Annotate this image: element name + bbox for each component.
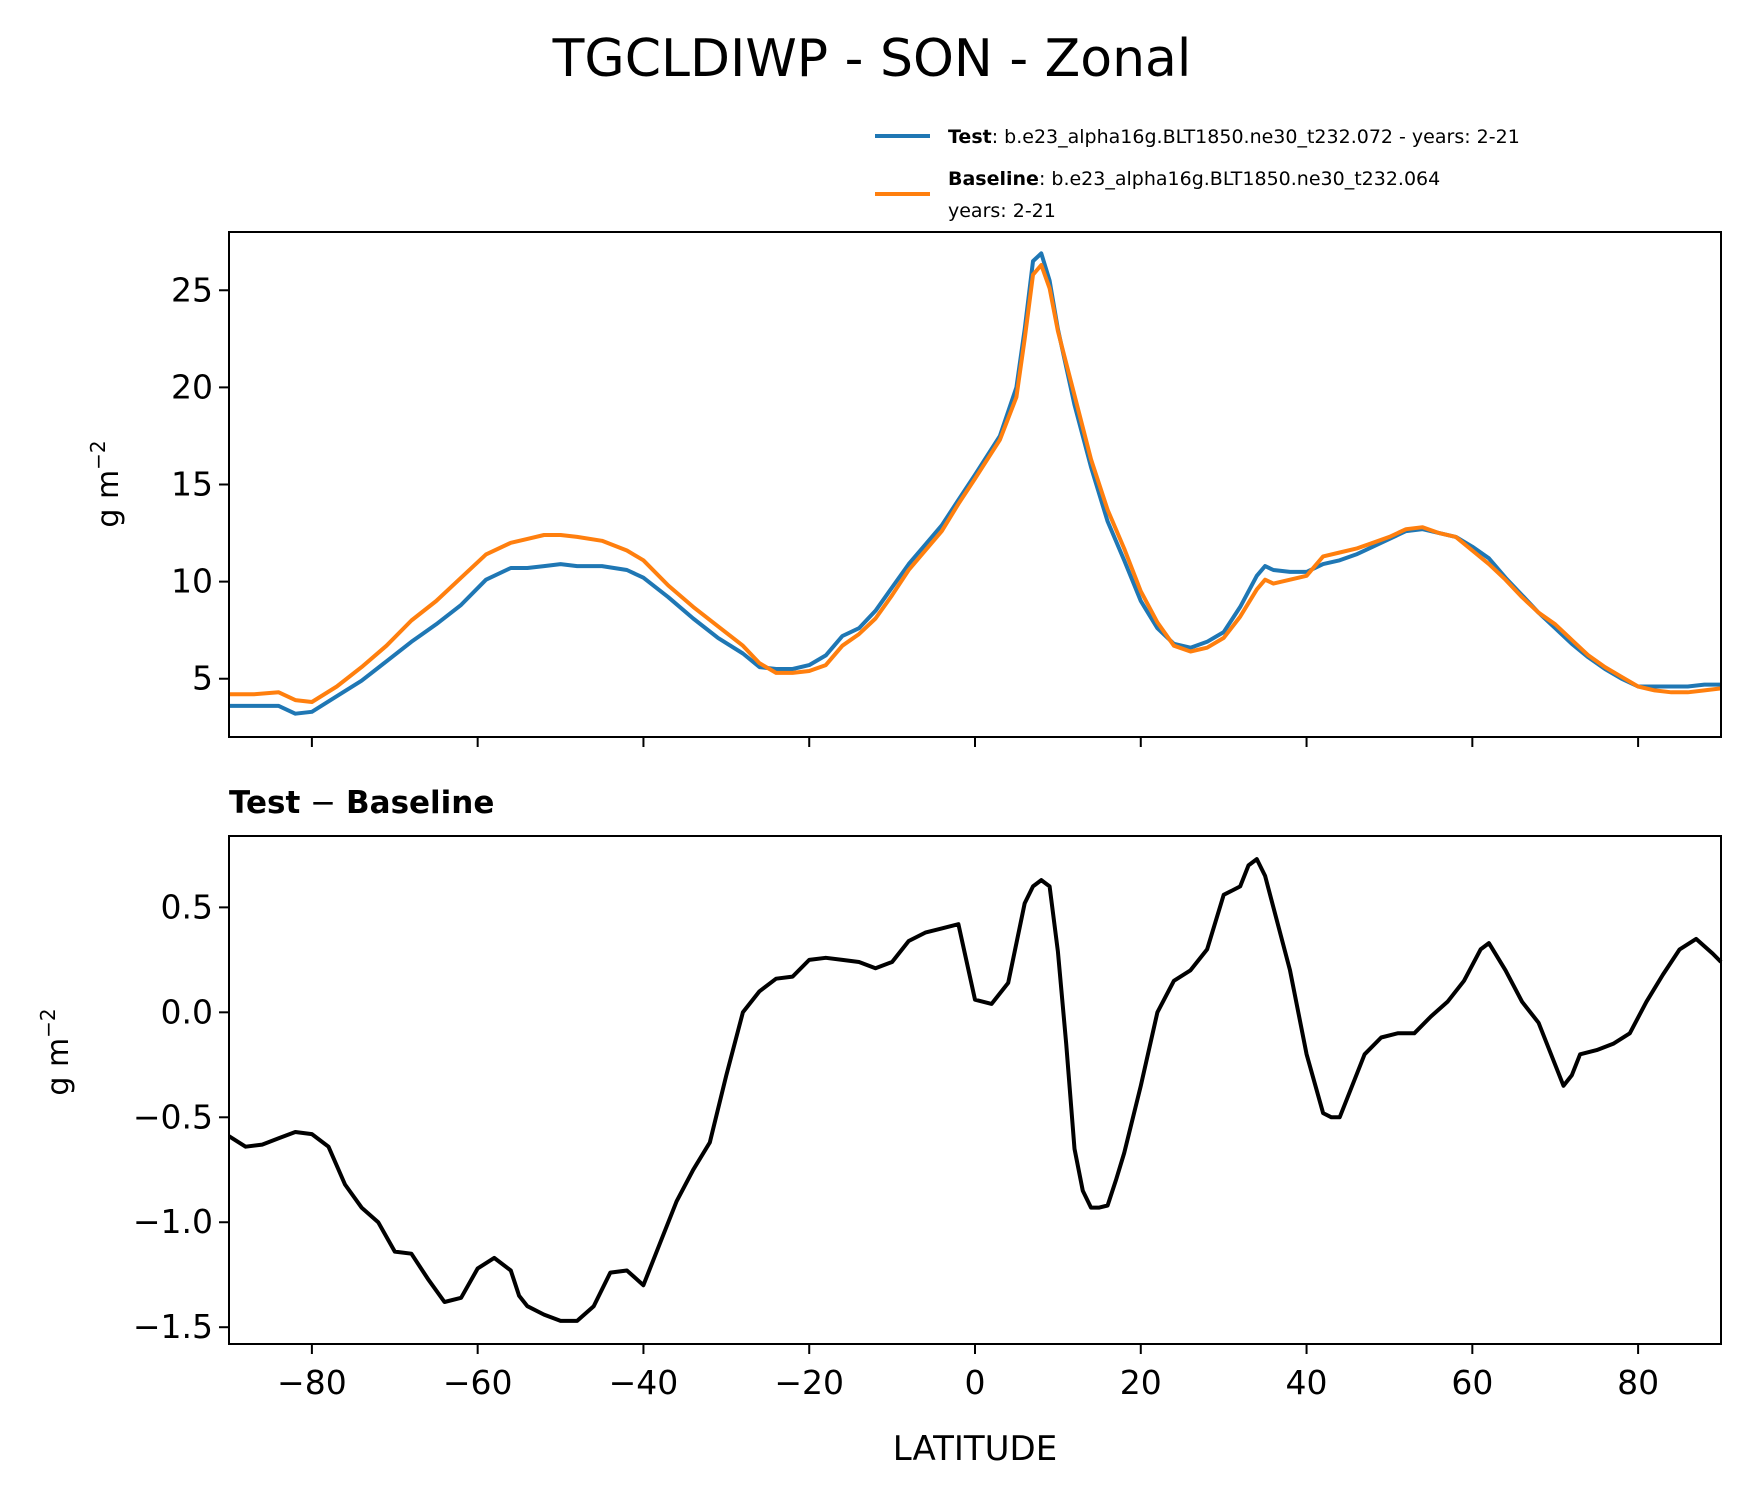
difference-series-line [227,857,1723,1323]
figure-title: TGCLDIWP - SON - Zonal [552,29,1192,89]
top-y-tick-label: 20 [171,367,213,406]
bottom-y-tick-label: −1.0 [133,1202,213,1241]
x-tick-label: 40 [1286,1363,1328,1402]
legend-test-text: : b.e23_alpha16g.BLT1850.ne30_t232.072 -… [992,126,1520,148]
x-tick-label: 20 [1120,1363,1162,1402]
bottom-axis-ticks: −80 −60 −40 −20 0 20 40 60 80 0.5 0.0 −0.5 −1.0 −1.5 [133,887,1659,1402]
top-y-tick-label: 25 [171,270,213,309]
x-tick-label: −60 [443,1363,513,1402]
test-series-line [229,251,1721,716]
top-panel: 5 10 15 20 25 g m−2 [86,231,1722,747]
top-axis-ticks: 5 10 15 20 25 [171,270,1640,747]
x-tick-label: 80 [1617,1363,1659,1402]
baseline-series-line [229,263,1722,704]
bottom-y-tick-label: −0.5 [133,1097,213,1136]
bottom-panel: Test − Baseline −80 −60 −40 −20 0 20 40 60 80 0.5… [36,785,1723,1469]
bottom-panel-title: Test − Baseline [229,785,494,821]
bottom-y-axis-label: g m−2 [36,1008,76,1095]
bottom-y-tick-label: 0.5 [161,887,213,926]
bottom-plot-frame [228,835,1722,1345]
x-axis-label: LATITUDE [893,1429,1057,1469]
legend: Test: b.e23_alpha16g.BLT1850.ne30_t232.0… [875,126,1520,222]
legend-test-label: Test [948,126,992,148]
top-plot-frame [228,231,1722,738]
bottom-y-tick-label: 0.0 [161,992,213,1031]
legend-baseline-text: : b.e23_alpha16g.BLT1850.ne30_t232.064 [1039,168,1440,190]
x-tick-label: −80 [277,1363,347,1402]
legend-baseline-label: Baseline [948,168,1039,190]
top-y-tick-label: 15 [171,465,213,504]
bottom-y-tick-label: −1.5 [133,1307,213,1346]
x-tick-label: −20 [774,1363,844,1402]
legend-baseline-entry: Baseline: b.e23_alpha16g.BLT1850.ne30_t2… [948,168,1440,190]
x-tick-label: 0 [965,1363,986,1402]
top-y-tick-label: 5 [192,659,213,698]
x-tick-label: −40 [609,1363,679,1402]
x-tick-label: 60 [1451,1363,1493,1402]
legend-test-entry: Test: b.e23_alpha16g.BLT1850.ne30_t232.0… [948,126,1520,148]
bottom-series-lines [227,857,1723,1323]
top-series-lines [229,251,1722,716]
top-y-tick-label: 10 [171,562,213,601]
top-y-axis-label: g m−2 [86,440,126,527]
legend-baseline-text2: years: 2-21 [948,200,1056,222]
